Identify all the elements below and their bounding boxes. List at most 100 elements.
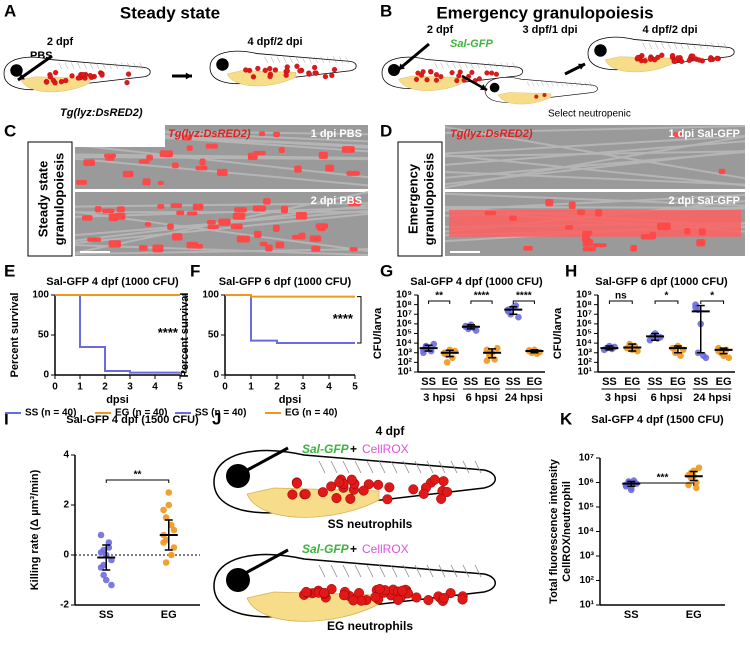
neutrophil-dot: [348, 596, 358, 606]
data-point: [98, 549, 105, 556]
neutrophil-dot: [301, 489, 311, 499]
y-axis-label: Percent survival: [9, 293, 21, 378]
neutrophil-dot: [428, 69, 433, 74]
neutrophil-signal: [254, 231, 262, 238]
neutrophil-dot: [334, 478, 344, 488]
neutrophil-dot: [450, 70, 455, 75]
neutrophil-signal: [117, 206, 125, 212]
y-tick-label: 10⁷: [397, 309, 412, 320]
neutrophil-dot: [412, 593, 422, 603]
neutrophil-signal: [87, 237, 101, 241]
neutrophil-dot: [295, 64, 300, 69]
neutrophil-signal: [104, 154, 116, 158]
data-point: [696, 464, 703, 471]
significance: ****: [158, 325, 179, 340]
y-tick-label: 10³: [398, 347, 413, 358]
neutrophil-dot: [359, 486, 369, 496]
x-tick-label: 0: [222, 382, 228, 393]
neutrophil-signal: [207, 225, 218, 229]
neutrophil-dot: [284, 73, 289, 78]
side-label: Steady state: [35, 161, 50, 238]
transgenic-line: Tg(lyz:DsRED2): [60, 107, 143, 119]
neutrophil-signal: [273, 225, 280, 232]
y-tick-label: 0: [63, 550, 69, 561]
neutrophil-signal: [176, 211, 184, 216]
neutrophil-signal: [292, 235, 304, 240]
legend-label: EG (n = 40): [285, 408, 338, 419]
x-tick-label: EG: [161, 609, 177, 621]
dye: CellROX: [362, 542, 409, 556]
neutrophil-signal: [217, 169, 228, 176]
neutrophil-dot: [319, 588, 329, 598]
neutrophil-signal: [485, 211, 497, 215]
neutrophil-signal: [684, 228, 690, 234]
y-tick-label: 10⁶: [396, 319, 412, 330]
data-point: [430, 341, 437, 348]
neutrophil-dot: [672, 59, 677, 64]
neutrophil-dot: [690, 54, 695, 59]
neutrophil-signal: [577, 209, 585, 215]
group-label: 6 hpsi: [466, 392, 498, 404]
panel-letter: E: [4, 261, 15, 280]
panel-letter: F: [190, 261, 200, 280]
neutrophil-dot: [99, 73, 104, 78]
neutrophil-dot: [59, 79, 64, 84]
x-tick-label: SS: [602, 376, 617, 388]
neutrophil-signal: [82, 215, 93, 220]
larva-drawing: [214, 451, 495, 518]
neutrophil-dot: [419, 489, 429, 499]
neutrophil-dot: [251, 74, 256, 79]
y-axis-label: CFU/larva: [552, 307, 564, 359]
injection: Sal-GFP: [302, 542, 350, 556]
x-tick-label: 2: [102, 382, 108, 393]
neutrophil-dot: [81, 72, 86, 77]
neutrophil-dot: [371, 592, 381, 602]
neutrophil-signal: [200, 158, 206, 165]
stage: 4 dpf: [376, 424, 406, 438]
x-tick-label: 5: [352, 382, 358, 393]
y-tick-label: 10⁵: [576, 328, 592, 339]
neutrophil-signal: [509, 216, 517, 221]
data-point: [160, 507, 167, 514]
neutrophil-signal: [641, 234, 654, 239]
significance: ****: [474, 291, 490, 302]
neutrophil-dot: [126, 72, 131, 77]
neutrophil-signal: [657, 223, 671, 231]
neutrophil-signal: [102, 209, 114, 214]
dye: CellROX: [362, 442, 409, 456]
neutrophil-signal: [296, 212, 307, 220]
neutrophil-dot: [715, 56, 720, 61]
y-tick-label: 10³: [580, 551, 595, 562]
neutrophil-signal: [146, 155, 153, 161]
significance: ns: [615, 291, 627, 302]
neutrophil-dot: [393, 595, 403, 605]
x-tick-label: 3: [127, 382, 133, 393]
neutrophil-signal: [193, 204, 204, 211]
neutrophil-dot: [456, 73, 461, 78]
neutrophil-dot: [292, 479, 302, 489]
neutrophil-dot: [307, 72, 312, 77]
neutrophil-dot: [323, 74, 328, 79]
neutrophil-dot: [470, 70, 475, 75]
x-axis-label: dpsi: [106, 394, 129, 406]
neutrophil-signal: [187, 212, 198, 216]
x-tick-label: SS: [693, 376, 708, 388]
larva-drawing: [485, 77, 598, 104]
group-label: 6 hpsi: [651, 392, 683, 404]
neutrophil-signal: [719, 169, 726, 174]
x-tick-label: 4: [152, 382, 158, 393]
x-tick-label: 4: [326, 382, 332, 393]
neutrophil-signal: [158, 181, 164, 185]
x-tick-label: EG: [624, 376, 640, 388]
plus: +: [350, 542, 357, 556]
neutrophil-dot: [70, 73, 75, 78]
neutrophil-dot: [329, 73, 334, 78]
neutrophil-signal: [139, 245, 148, 251]
chart-title: Sal-GFP 6 dpf (1000 CFU): [595, 276, 728, 288]
x-tick-label: SS: [421, 376, 436, 388]
data-point: [98, 532, 105, 539]
neutrophil-signal: [171, 203, 182, 208]
neutrophil-signal: [114, 213, 125, 220]
neutrophil-dot: [424, 595, 434, 605]
side-label: granulopoiesis: [421, 153, 436, 245]
